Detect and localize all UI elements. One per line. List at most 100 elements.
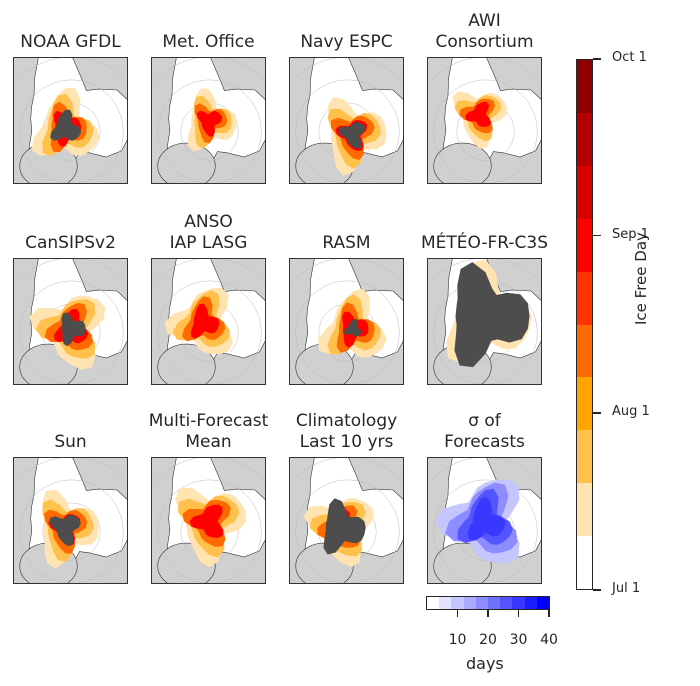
map-svg — [290, 58, 403, 183]
arctic-map — [151, 457, 266, 584]
latitude-circle — [19, 79, 124, 183]
colorbar-segment — [577, 536, 592, 589]
map-panel: Met. Office — [151, 32, 266, 184]
latitude-circle — [295, 479, 400, 583]
arctic-map — [289, 57, 404, 184]
map-panel: RASM — [289, 233, 404, 385]
std-colorbar-segment — [488, 597, 501, 609]
field-contour — [196, 110, 223, 137]
std-colorbar-tick — [548, 610, 550, 617]
panel-title: MÉTÉO-FR-C3S — [387, 233, 582, 254]
field-contour — [467, 496, 506, 541]
std-colorbar-segment — [427, 597, 440, 609]
map-panel: NOAA GFDL — [13, 32, 128, 184]
panel-title-line: ANSO — [184, 212, 233, 232]
colorbar-segment — [577, 112, 592, 166]
latitude-circle — [157, 79, 262, 183]
std-colorbar-tick-label: 30 — [509, 632, 528, 648]
colorbar-tick-label: Aug 1 — [612, 404, 650, 420]
no-melt-region — [454, 262, 530, 368]
panel-title-line: AWI — [468, 11, 501, 31]
panel-title-line: Multi-Forecast — [148, 411, 269, 431]
colorbar-segment — [577, 377, 592, 431]
map-svg — [14, 58, 127, 183]
std-colorbar-segment — [475, 597, 489, 609]
panel-title-line: Consortium — [435, 32, 534, 52]
panel-title-line: Sun — [54, 432, 87, 452]
colorbar-title: Ice Free Day — [632, 232, 650, 325]
greenland-land — [433, 142, 492, 183]
no-melt-region — [338, 122, 366, 149]
colorbar-tick-label: Jul 1 — [612, 581, 641, 596]
arctic-map — [289, 258, 404, 385]
std-days-colorbar — [426, 596, 550, 610]
colorbar-tick — [593, 234, 601, 237]
map-svg — [428, 259, 541, 384]
colorbar-segment — [577, 324, 592, 378]
field-contour — [465, 102, 491, 127]
colorbar-segment — [577, 60, 592, 113]
panel-title-line: Last 10 yrs — [299, 432, 394, 452]
panel-title-line: Met. Office — [162, 32, 255, 52]
field-contour — [189, 504, 224, 538]
std-colorbar-segment — [463, 597, 476, 609]
std-colorbar-tick-label: 40 — [540, 632, 558, 648]
arctic-map — [289, 457, 404, 584]
map-panel: Sun — [13, 432, 128, 584]
panel-title: CanSIPSv2 — [0, 233, 168, 254]
latitude-circle — [42, 502, 101, 561]
panel-title: Multi-Forecast Mean — [111, 411, 306, 453]
arctic-map — [427, 457, 542, 584]
std-colorbar-segment — [536, 597, 550, 609]
panel-title-line: Mean — [185, 432, 232, 452]
colorbar-segment — [577, 165, 592, 219]
std-colorbar-segment — [451, 597, 464, 609]
std-colorbar-segment — [512, 597, 525, 609]
latitude-circle — [433, 479, 538, 583]
ice-free-day-colorbar — [576, 59, 593, 590]
map-svg — [428, 458, 541, 583]
latitude-circle — [295, 280, 400, 384]
no-melt-region — [343, 318, 362, 337]
std-colorbar-title: days — [466, 654, 504, 673]
std-colorbar-tick — [517, 610, 519, 617]
latitude-circle — [157, 479, 262, 583]
map-panel: Navy ESPC — [289, 32, 404, 184]
arctic-map — [151, 57, 266, 184]
map-panel: Climatology Last 10 yrs — [289, 411, 404, 584]
colorbar-tick — [593, 412, 601, 414]
panel-title-line: CanSIPSv2 — [25, 233, 116, 253]
panel-title-line: MÉTÉO-FR-C3S — [420, 233, 549, 253]
field-contour — [191, 303, 220, 339]
panel-title: Sun — [0, 432, 168, 453]
colorbar-segment — [577, 218, 592, 272]
arctic-map — [13, 258, 128, 385]
std-colorbar-tick — [487, 610, 489, 617]
map-svg — [290, 259, 403, 384]
panel-title-line: Climatology — [295, 411, 398, 431]
panel-title: Climatology Last 10 yrs — [249, 411, 444, 453]
map-panel: Multi-Forecast Mean — [149, 411, 268, 584]
panel-title-line: RASM — [322, 233, 371, 253]
map-svg — [152, 259, 265, 384]
panel-title: Navy ESPC — [249, 32, 444, 53]
map-svg — [152, 458, 265, 583]
panel-title-line: NOAA GFDL — [20, 32, 121, 52]
no-melt-region — [323, 498, 366, 555]
arctic-map — [427, 57, 542, 184]
greenland-land — [157, 343, 216, 384]
map-svg — [428, 58, 541, 183]
std-colorbar-tick — [456, 610, 458, 617]
map-panel: ANSO IAP LASG — [151, 212, 266, 385]
std-colorbar-segment — [439, 597, 452, 609]
arctic-map — [427, 258, 542, 385]
panel-title-line: Forecasts — [444, 432, 525, 452]
map-panel: MÉTÉO-FR-C3S — [421, 233, 548, 385]
latitude-circle — [19, 280, 124, 384]
colorbar-segment — [577, 483, 592, 537]
latitude-circle — [157, 280, 262, 384]
std-colorbar-tick-label: 20 — [479, 632, 497, 648]
map-panel: σ of Forecasts — [427, 411, 542, 584]
greenland-land — [157, 142, 216, 183]
std-colorbar-segment — [524, 597, 537, 609]
